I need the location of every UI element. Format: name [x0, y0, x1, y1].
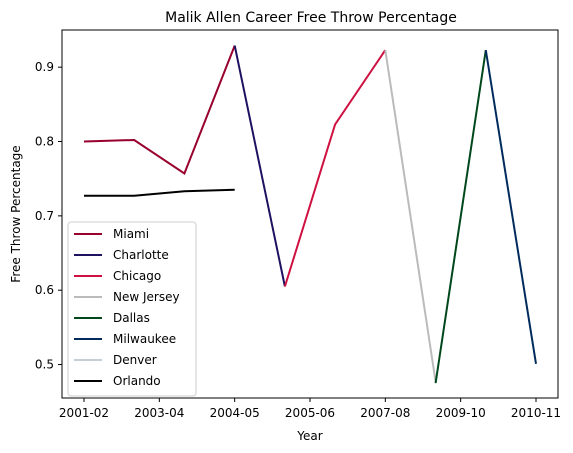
x-tick-label: 2007-08 — [360, 406, 410, 420]
legend: Miami Charlotte Chicago New Jersey Dallas Mil… — [67, 221, 197, 397]
x-tick-label: 2009-10 — [436, 406, 486, 420]
legend-box — [67, 221, 197, 397]
legend-label: Miami — [113, 227, 149, 241]
legend-label: New Jersey — [113, 290, 180, 304]
x-tick-label: 2005-06 — [285, 406, 335, 420]
y-tick-label: 0.8 — [35, 135, 54, 149]
series-layer — [83, 45, 537, 384]
series-line-dallas — [434, 49, 487, 384]
x-tick-label: 2004-05 — [210, 406, 260, 420]
series-line-new-jersey — [384, 49, 437, 382]
legend-label: Charlotte — [113, 248, 169, 262]
legend-label: Dallas — [113, 311, 150, 325]
x-axis: 2001-02 2003-04 2004-05 2005-06 2007-08 2009-… — [59, 398, 561, 420]
x-axis-label: Year — [296, 429, 322, 443]
x-tick-label: 2010-11 — [511, 406, 561, 420]
y-tick-label: 0.6 — [35, 283, 54, 297]
legend-label: Orlando — [113, 374, 161, 388]
x-tick-label: 2003-04 — [134, 406, 184, 420]
y-tick-label: 0.5 — [35, 358, 54, 372]
legend-label: Chicago — [113, 269, 161, 283]
legend-label: Milwaukee — [113, 332, 176, 346]
series-line-chicago — [283, 49, 387, 287]
y-tick-label: 0.9 — [35, 60, 54, 74]
y-tick-label: 0.7 — [35, 209, 54, 223]
series-line-miami — [83, 45, 236, 176]
series-line-orlando — [84, 188, 235, 197]
series-line-charlotte — [233, 45, 286, 287]
legend-label: Denver — [113, 353, 157, 367]
chart-title: Malik Allen Career Free Throw Percentage — [165, 10, 457, 26]
y-axis: 0.5 0.6 0.7 0.8 0.9 — [35, 60, 62, 372]
y-axis-label: Free Throw Percentage — [9, 145, 23, 282]
series-line-milwaukee — [484, 49, 537, 364]
x-tick-label: 2001-02 — [59, 406, 109, 420]
